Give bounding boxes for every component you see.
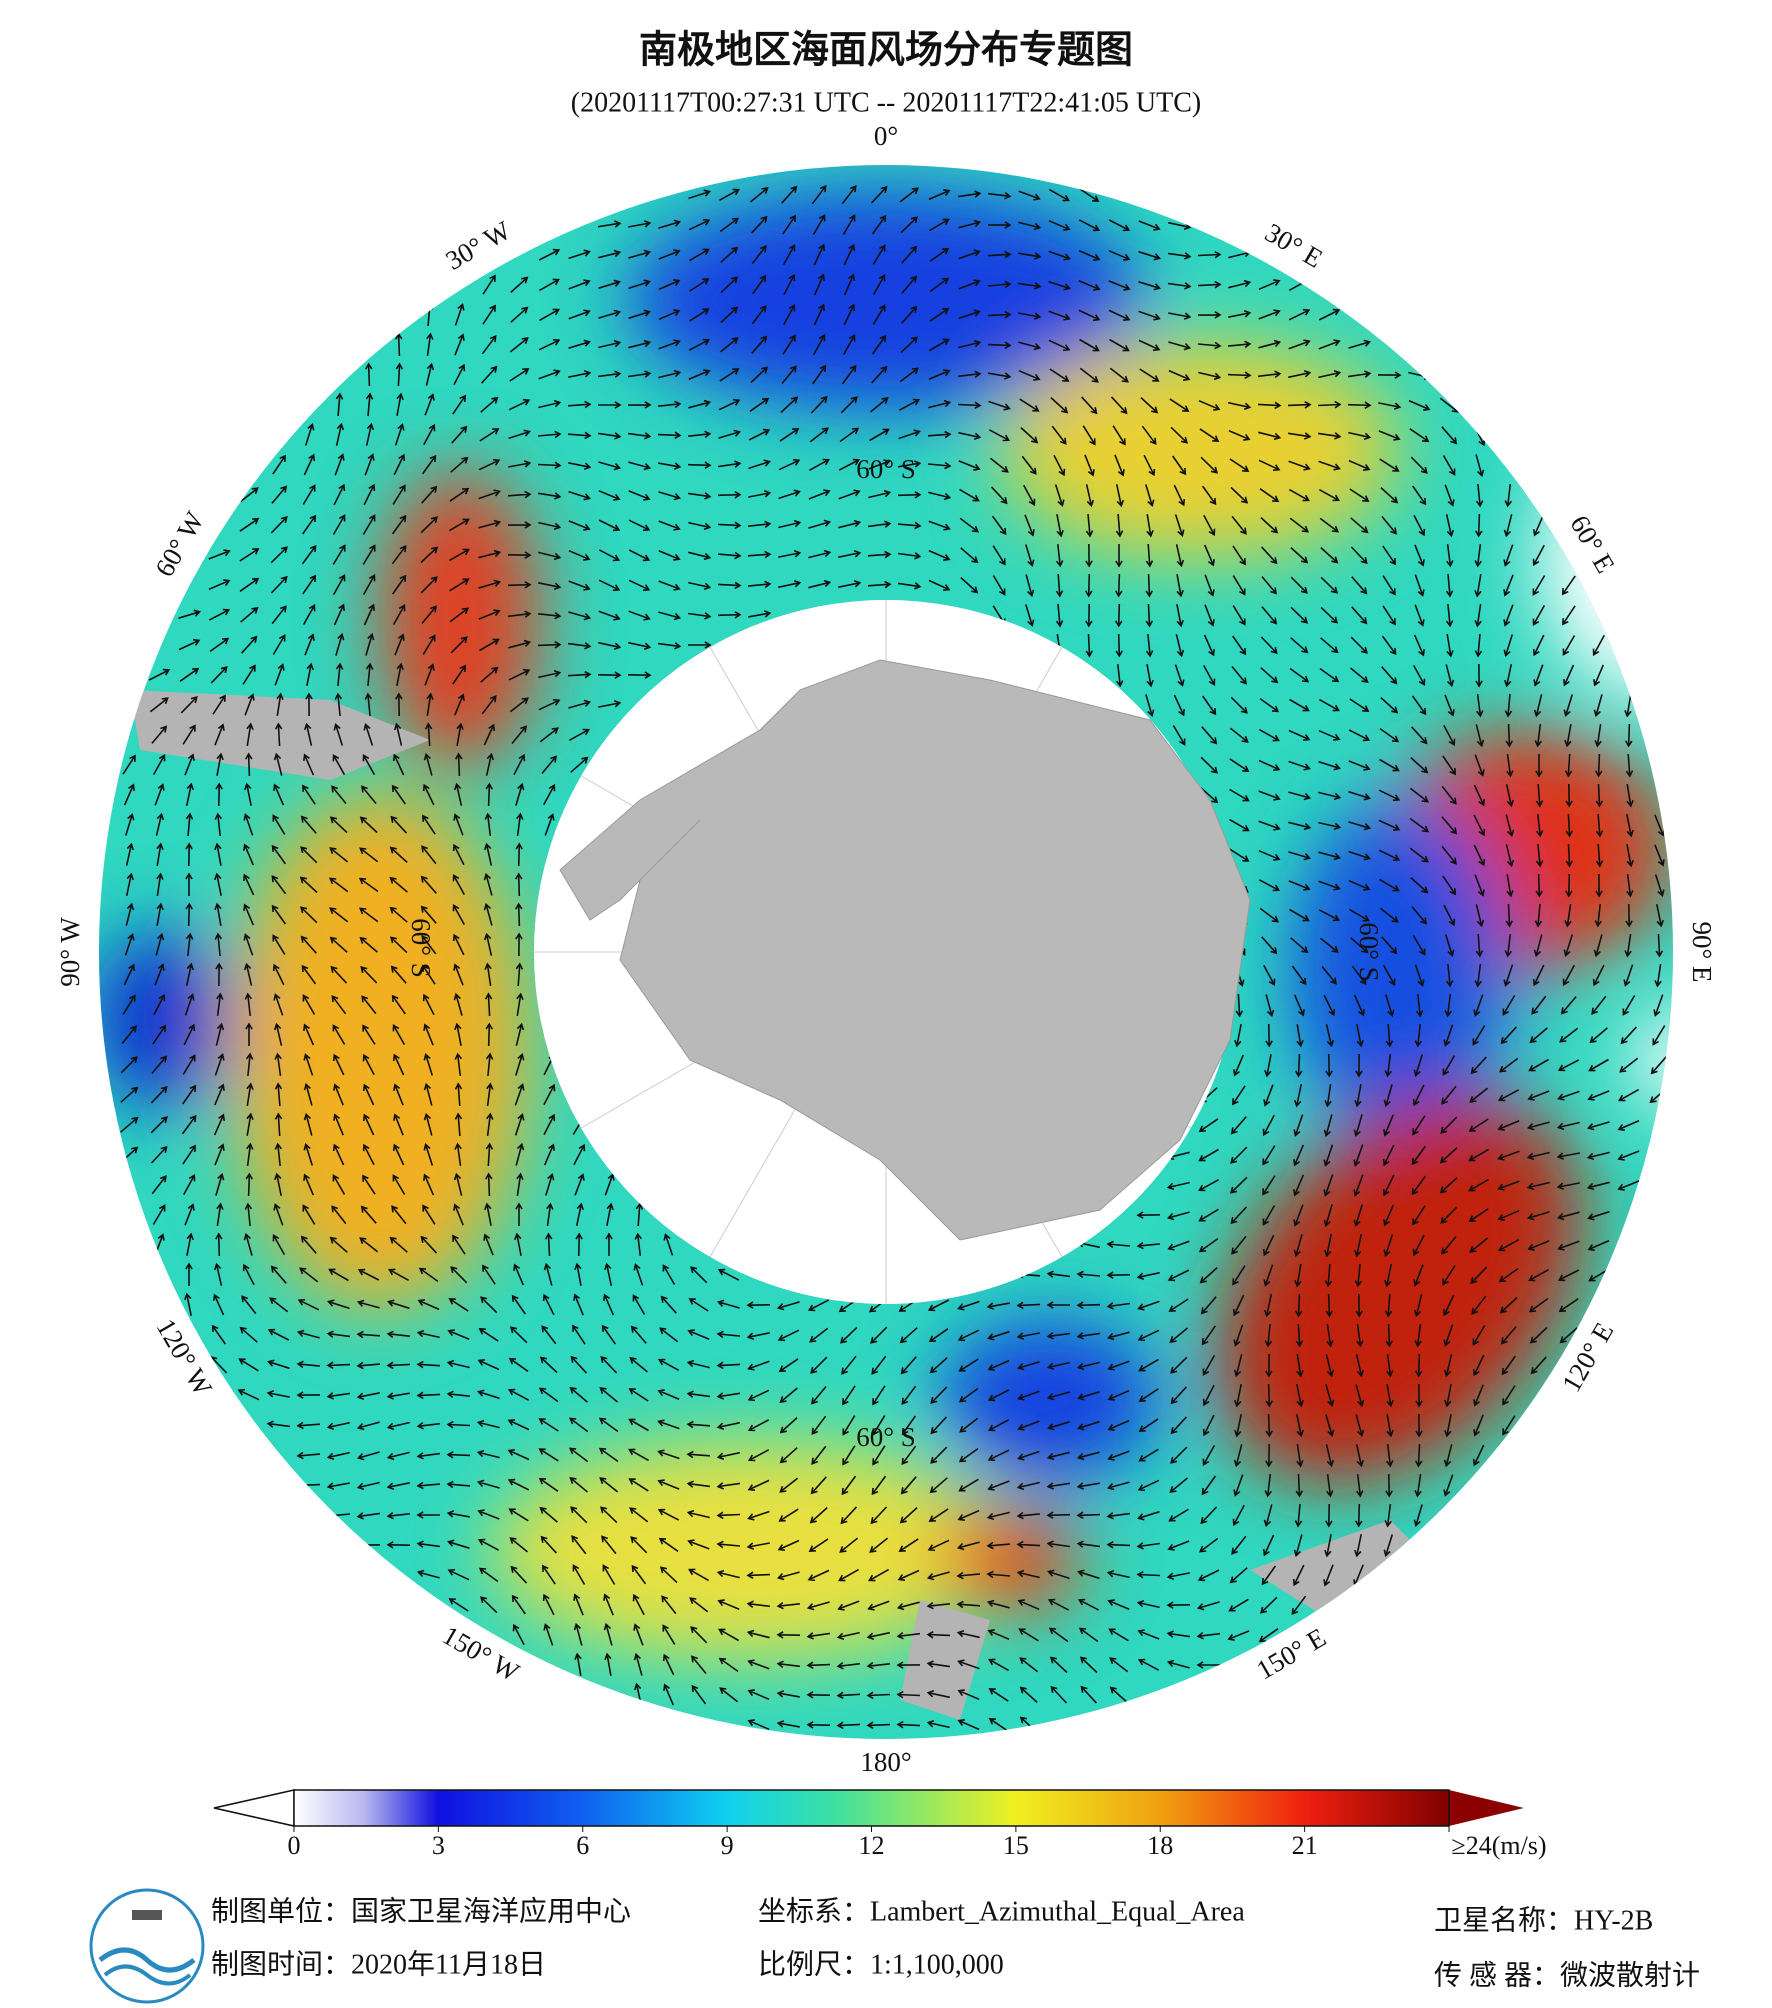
colorbar-tick-label: ≥24(m/s)	[1451, 1831, 1546, 1860]
satellite-name: 卫星名称：HY-2B	[1434, 1904, 1653, 1936]
colorbar	[293, 1789, 1450, 1827]
latitude-label: 60° S	[1354, 922, 1384, 982]
longitude-label: 90° W	[55, 917, 85, 987]
map-scale: 比例尺：1:1,100,000	[758, 1948, 1004, 1980]
colorbar-tick-label: 18	[1147, 1831, 1173, 1860]
colorbar-over-arrow	[1449, 1790, 1524, 1826]
sensor-name: 传 感 器：微波散射计	[1434, 1959, 1700, 1991]
colorbar-tick-label: 6	[576, 1831, 589, 1860]
map-title: 南极地区海面风场分布专题图	[639, 30, 1133, 72]
colorbar-tick-label: 0	[288, 1831, 301, 1860]
colorbar-tick-label: 21	[1292, 1831, 1318, 1860]
map-subtitle: (20201117T00:27:31 UTC -- 20201117T22:41…	[571, 87, 1201, 118]
latitude-label: 60° S	[856, 1422, 916, 1452]
longitude-label: 180°	[860, 1747, 911, 1777]
colorbar-tick-label: 12	[859, 1831, 885, 1860]
longitude-label: 0°	[874, 121, 898, 151]
longitude-label: 90° E	[1687, 921, 1717, 982]
coordinate-system: 坐标系：Lambert_Azimuthal_Equal_Area	[758, 1895, 1245, 1927]
production-date: 制图时间：2020年11月18日	[211, 1948, 546, 1980]
antarctica	[559, 659, 1251, 1241]
wind-field	[99, 165, 1673, 1739]
latitude-label: 60° S	[856, 454, 916, 484]
wind-arrows	[120, 184, 1668, 1734]
colorbar-tick-label: 9	[721, 1831, 734, 1860]
agency-logo	[89, 1888, 205, 2004]
producer: 制图单位：国家卫星海洋应用中心	[211, 1895, 631, 1927]
colorbar-tick-label: 3	[432, 1831, 445, 1860]
latitude-label: 60° S	[406, 918, 436, 978]
colorbar-under-arrow	[213, 1789, 295, 1827]
colorbar-tick-label: 15	[1003, 1831, 1029, 1860]
